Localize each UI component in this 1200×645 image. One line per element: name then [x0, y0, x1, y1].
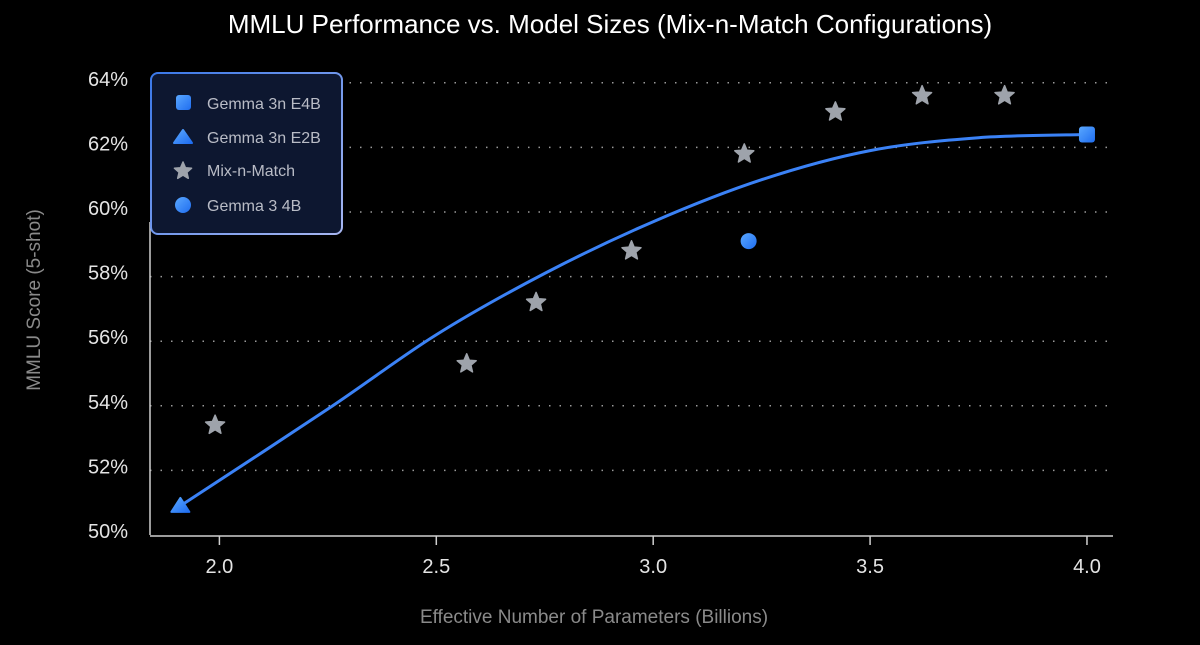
x-axis-label: Effective Number of Parameters (Billions… [420, 607, 768, 628]
legend-label-e2b: Gemma 3n E2B [207, 130, 321, 147]
legend-star-icon [173, 161, 193, 180]
y-tick-label: 54% [88, 392, 128, 414]
x-tick-label: 4.0 [1073, 556, 1101, 578]
legend: Gemma 3n E4B Gemma 3n E2B Mix-n-Match Ge… [150, 72, 343, 235]
y-tick-label: 60% [88, 198, 128, 220]
y-tick-label: 58% [88, 263, 128, 285]
y-tick-label: 62% [88, 133, 128, 155]
x-tick-label: 3.5 [856, 556, 884, 578]
trend-curve [179, 132, 1088, 508]
data-point-mix-n-match [825, 101, 846, 121]
legend-square-icon [176, 95, 191, 110]
x-tick-label: 3.0 [639, 556, 667, 578]
legend-label-gemma3-4b: Gemma 3 4B [207, 198, 301, 215]
x-tick-label: 2.5 [422, 556, 450, 578]
data-point-gemma-3-4b [740, 233, 757, 250]
data-point-mix-n-match [994, 84, 1015, 105]
legend-label-mix-n-match: Mix-n-Match [207, 163, 295, 180]
data-point-mix-n-match [734, 143, 755, 163]
y-tick-label: 56% [88, 327, 128, 349]
data-point-gemma-3n-e4b [1078, 126, 1095, 143]
data-point-mix-n-match [621, 240, 642, 260]
data-point-mix-n-match [456, 353, 477, 373]
x-tick-label: 2.0 [205, 556, 233, 578]
y-tick-label: 64% [88, 69, 128, 91]
chart-title: MMLU Performance vs. Model Sizes (Mix-n-… [228, 9, 992, 39]
legend-label-e4b: Gemma 3n E4B [207, 96, 321, 113]
data-point-mix-n-match [204, 414, 226, 435]
star-shape [173, 161, 193, 180]
data-point-mix-n-match [911, 84, 933, 105]
y-axis-label: MMLU Score (5-shot) [24, 209, 45, 391]
legend-circle-icon [175, 197, 191, 213]
data-point-gemma-3n-e2b [170, 496, 191, 513]
y-tick-label: 52% [88, 456, 128, 478]
data-point-mix-n-match [525, 291, 547, 312]
legend-triangle-icon [173, 129, 193, 144]
y-tick-label: 50% [88, 521, 128, 543]
